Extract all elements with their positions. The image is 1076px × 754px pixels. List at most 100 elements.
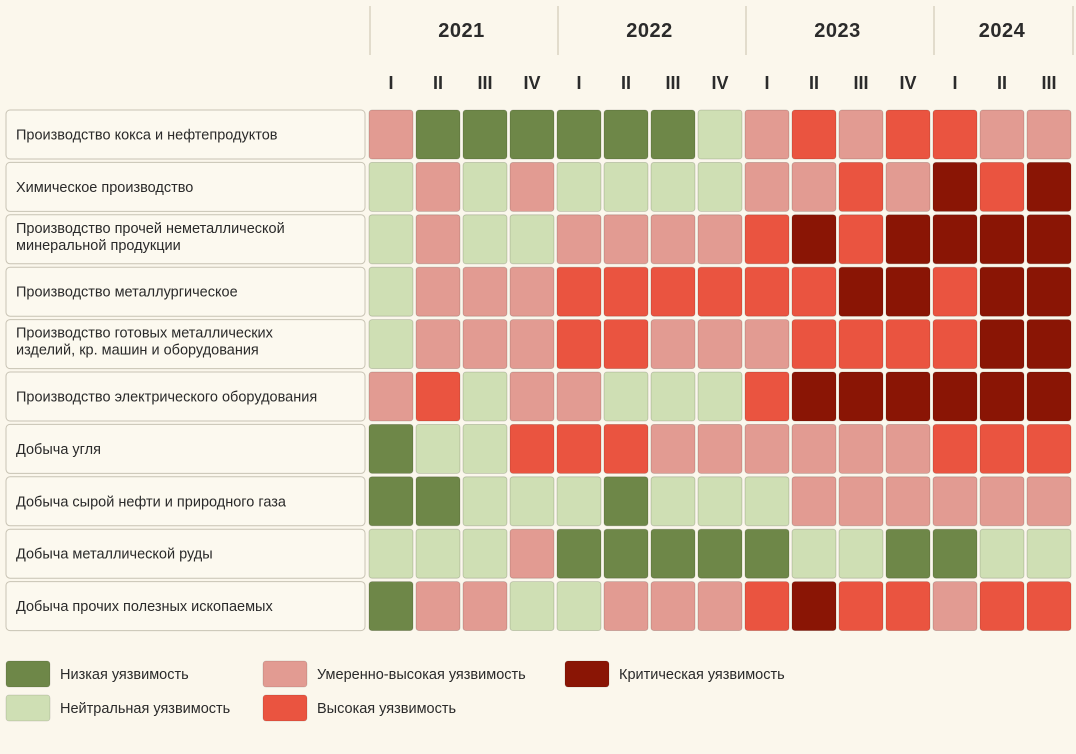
heatmap-cell (697, 476, 743, 527)
heatmap-cell (838, 476, 884, 527)
quarter-label: I (764, 73, 769, 93)
row-label-box (5, 214, 366, 265)
quarter-label: II (809, 73, 819, 93)
heatmap-cell (697, 423, 743, 474)
heatmap-cell (415, 319, 461, 370)
heatmap-cell (932, 476, 978, 527)
heatmap-cell (650, 266, 696, 317)
heatmap-cell (697, 161, 743, 212)
heatmap-cell (368, 528, 414, 579)
heatmap-row: Добыча металлической руды (5, 528, 1072, 579)
quarter-label: IV (711, 73, 728, 93)
heatmap-cell (462, 161, 508, 212)
heatmap-cell (509, 581, 555, 631)
heatmap-cell (1026, 581, 1072, 631)
quarter-label: III (853, 73, 868, 93)
heatmap-cell (603, 423, 649, 474)
row-label-box (5, 423, 366, 474)
heatmap-cell (885, 528, 931, 579)
heatmap-cell (368, 109, 414, 160)
heatmap-cell (932, 423, 978, 474)
heatmap-cell (368, 581, 414, 631)
row-label: Производство кокса и нефтепродуктов (16, 128, 278, 144)
row-label-box (5, 266, 366, 317)
heatmap-cell (885, 476, 931, 527)
heatmap-cell (979, 161, 1025, 212)
heatmap-cell (368, 476, 414, 527)
heatmap-cell (1026, 319, 1072, 370)
quarter-label: I (388, 73, 393, 93)
heatmap-cell (556, 581, 602, 631)
heatmap-cell (744, 423, 790, 474)
heatmap-cell (838, 581, 884, 631)
heatmap-cell (885, 371, 931, 422)
heatmap-cell (509, 371, 555, 422)
row-label: Добыча прочих полезных ископаемых (16, 599, 273, 615)
row-label: Производство металлургическое (16, 285, 238, 301)
heatmap-cell (744, 161, 790, 212)
heatmap-cell (791, 528, 837, 579)
heatmap-cell (509, 109, 555, 160)
legend-label: Низкая уязвимость (60, 667, 189, 683)
heatmap-row: Добыча угля (5, 423, 1072, 474)
heatmap-cell (650, 161, 696, 212)
heatmap-cell (885, 319, 931, 370)
heatmap-cell (650, 214, 696, 265)
legend-label: Критическая уязвимость (619, 667, 785, 683)
heatmap-cell (650, 528, 696, 579)
heatmap-cell (838, 214, 884, 265)
heatmap-cell (556, 214, 602, 265)
heatmap-cell (791, 371, 837, 422)
heatmap-cell (697, 214, 743, 265)
legend-swatch (262, 694, 308, 722)
heatmap-cell (415, 214, 461, 265)
quarter-label: III (1041, 73, 1056, 93)
legend-label: Нейтральная уязвимость (60, 701, 230, 717)
heatmap-cell (932, 528, 978, 579)
heatmap-cell (885, 161, 931, 212)
quarter-label: II (433, 73, 443, 93)
heatmap-cell (979, 528, 1025, 579)
heatmap-cell (509, 266, 555, 317)
heatmap-cell (509, 476, 555, 527)
heatmap-cell (791, 581, 837, 631)
heatmap-cell (603, 161, 649, 212)
heatmap-cell (932, 161, 978, 212)
heatmap-cell (885, 581, 931, 631)
heatmap-cell (509, 319, 555, 370)
heatmap-cell (368, 423, 414, 474)
heatmap-cell (415, 528, 461, 579)
heatmap-cell (368, 266, 414, 317)
heatmap-cell (509, 214, 555, 265)
heatmap-cell (556, 371, 602, 422)
heatmap-cell (650, 476, 696, 527)
heatmap-cell (415, 371, 461, 422)
legend-swatch (564, 660, 610, 688)
heatmap-cell (838, 319, 884, 370)
quarter-label: II (997, 73, 1007, 93)
row-label-box (5, 371, 366, 422)
heatmap-cell (791, 476, 837, 527)
heatmap-cell (462, 581, 508, 631)
row-label: Добыча сырой нефти и природного газа (16, 494, 287, 510)
quarter-label: II (621, 73, 631, 93)
row-label: Производство готовых металлических издели… (16, 326, 274, 359)
heatmap-cell (838, 161, 884, 212)
heatmap-cell (697, 528, 743, 579)
legend-swatch (5, 660, 51, 688)
quarter-label: IV (899, 73, 916, 93)
row-label-box (5, 319, 366, 370)
row-label-box (5, 109, 366, 160)
heatmap-cell (368, 319, 414, 370)
row-label: Добыча угля (16, 442, 101, 458)
heatmap-cell (791, 266, 837, 317)
heatmap-cell (462, 528, 508, 579)
heatmap-cell (415, 161, 461, 212)
heatmap-cell (744, 109, 790, 160)
heatmap-cell (603, 109, 649, 160)
heatmap-cell (838, 423, 884, 474)
heatmap-cell (932, 109, 978, 160)
heatmap-cell (603, 581, 649, 631)
heatmap-cell (1026, 423, 1072, 474)
heatmap-cell (650, 319, 696, 370)
